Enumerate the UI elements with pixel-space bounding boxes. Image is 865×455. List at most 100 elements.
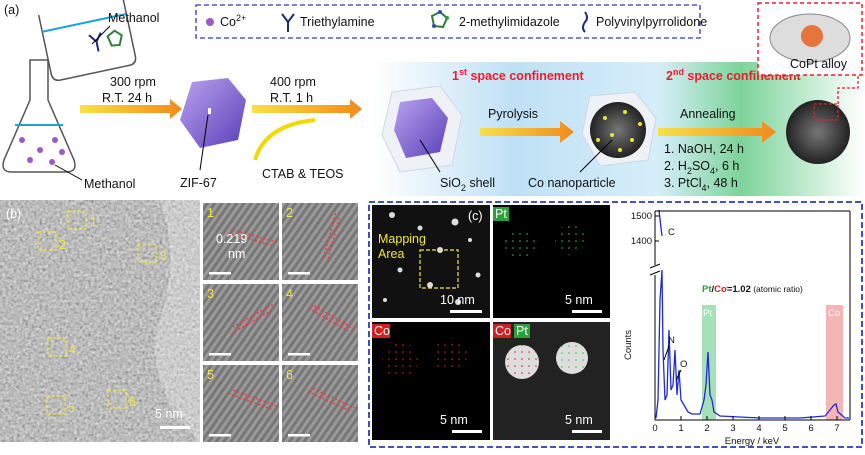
x-tick-label: 1 — [678, 423, 683, 434]
y-tick-label: 1400 — [631, 236, 652, 247]
scale-bar — [288, 353, 310, 356]
axis-break — [649, 263, 661, 276]
arrow — [252, 99, 362, 119]
condition: 300 rpm — [110, 75, 156, 89]
pointer — [579, 139, 613, 173]
scale-bar — [288, 272, 310, 275]
final-particle — [786, 100, 850, 164]
inset-label: 1 — [207, 206, 214, 220]
arrow — [480, 121, 574, 143]
co-map — [433, 338, 467, 372]
process: Annealing — [680, 107, 736, 121]
label-bg — [493, 207, 509, 221]
pt-map — [493, 205, 610, 318]
lattice-image — [203, 203, 279, 280]
condition: R.T. 1 h — [270, 91, 313, 105]
legend-text: 2-methylimidazole — [459, 15, 560, 29]
connector — [837, 75, 859, 104]
overlay-map — [556, 342, 588, 374]
lattice-image — [282, 284, 358, 361]
zoom-box — [813, 103, 839, 121]
label-bg — [493, 324, 511, 338]
condition: R.T. 24 h — [102, 91, 152, 105]
scale-bar — [288, 434, 310, 437]
beaker — [37, 0, 137, 81]
x-tick-label: 6 — [808, 423, 813, 434]
arrow — [658, 121, 776, 143]
process: Pyrolysis — [488, 107, 538, 121]
peak-label: Co — [828, 308, 840, 319]
tem-image — [155, 200, 200, 442]
map-label: Co — [374, 324, 390, 338]
x-tick-label: 4 — [756, 423, 761, 434]
overlay-map — [493, 322, 610, 440]
scale-bar — [572, 430, 602, 433]
co-map — [372, 322, 490, 440]
legend-icon — [206, 18, 214, 26]
panel-border — [368, 201, 863, 448]
tem-image — [0, 200, 200, 442]
region-label: 1 — [90, 215, 97, 229]
step: 2. H2SO4, 6 h — [664, 159, 739, 176]
y-tick-label: 1500 — [631, 211, 652, 222]
scale-bar — [450, 310, 482, 313]
spacing-label: 0.219 — [216, 232, 247, 246]
label-bg — [372, 324, 390, 338]
region-label: 3 — [160, 249, 167, 263]
pointer — [419, 139, 441, 173]
legend-icon — [281, 13, 295, 32]
inset-label: 3 — [207, 287, 214, 301]
label: CoPt alloy — [790, 57, 848, 71]
peak-band — [826, 305, 843, 420]
scale-label: 5 nm — [565, 293, 593, 307]
x-tick-label: 2 — [704, 423, 709, 434]
peak-label: N — [668, 335, 675, 346]
haadf-image — [383, 212, 481, 305]
map-label: Pt — [516, 324, 528, 338]
pointer — [663, 345, 682, 381]
scale-bar — [209, 272, 231, 275]
legend-text: Triethylamine — [300, 15, 375, 29]
pointer — [91, 25, 111, 45]
step: 3. PtCl4, 48 h — [664, 176, 738, 193]
flask-content — [19, 137, 65, 165]
region-boxes — [37, 210, 157, 415]
pt-map — [504, 229, 536, 261]
map-label: Area — [378, 247, 404, 261]
map-label: Pt — [495, 207, 507, 221]
zif-particle — [208, 108, 211, 114]
inset-label: 5 — [207, 368, 214, 382]
panel-a: (a) Co2+ Triethylamine 2-methylimidazole… — [2, 0, 865, 196]
pt-map — [555, 225, 585, 255]
map-label: Co — [495, 324, 511, 338]
x-axis-label: Energy / keV — [725, 436, 780, 447]
inset-label: 2 — [286, 206, 293, 220]
legend-box — [195, 4, 701, 39]
flask — [2, 59, 76, 173]
pointer — [54, 164, 83, 181]
scale-bar — [572, 310, 602, 313]
pointer — [199, 114, 209, 171]
mapping-area — [419, 249, 459, 289]
scale-bar — [160, 426, 190, 429]
alloy-core — [801, 25, 823, 47]
label: Co nanoparticle — [528, 176, 616, 190]
y-axis-label: Counts — [623, 330, 634, 360]
scale-bar — [209, 353, 231, 356]
x-tick-label: 5 — [782, 423, 787, 434]
region-label: 6 — [129, 395, 136, 409]
x-tick-label: 3 — [730, 423, 735, 434]
x-tick-label: 7 — [834, 423, 839, 434]
overlay-map — [505, 345, 539, 379]
haadf-image — [372, 205, 490, 318]
panel-c: (c) Mapping Area 10 nm Pt 5 nm Co 5 nm C… — [368, 201, 863, 448]
scale-label: 5 nm — [440, 413, 468, 427]
region-label: 5 — [68, 401, 75, 415]
peak-label: O — [680, 359, 687, 370]
map-label: Mapping — [378, 232, 426, 246]
region-label: 4 — [69, 343, 76, 357]
eds-spectrum: C N O Pt Co Pt/Co=1.02 (atomic ratio) En… — [623, 209, 851, 447]
zif-particle — [180, 78, 246, 148]
